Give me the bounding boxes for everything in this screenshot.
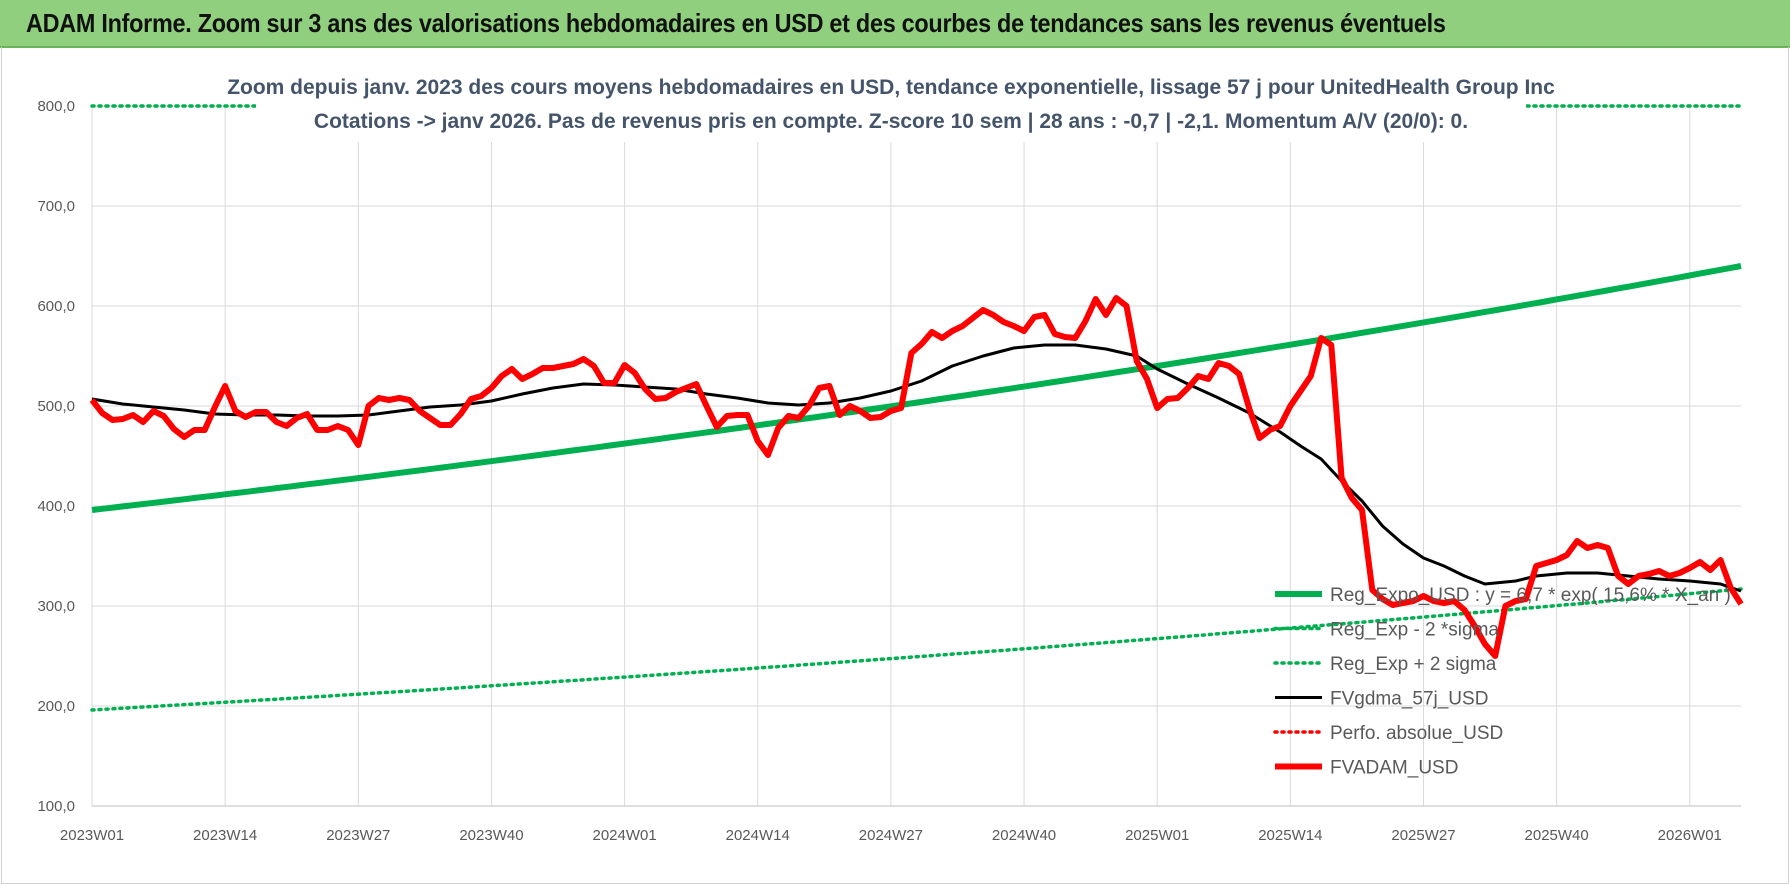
chart-frame [1,47,1789,884]
x-tick-label: 2024W27 [859,827,923,844]
y-tick-label: 600,0 [37,298,75,315]
x-tick-label: 2023W27 [326,827,390,844]
x-tick-label: 2024W40 [992,827,1056,844]
x-tick-label: 2023W40 [459,827,523,844]
y-tick-label: 200,0 [37,698,75,715]
y-tick-label: 800,0 [37,98,75,115]
chart-title-line-1: Zoom depuis janv. 2023 des cours moyens … [227,76,1555,99]
x-tick-label: 2025W01 [1125,827,1189,844]
series-line-0 [91,263,1742,513]
x-tick-label: 2024W01 [592,827,656,844]
chart-grid [91,105,1741,807]
chart-legend: Reg_Expo_USD : y = 6,7 * exp( 15,6% * X_… [1273,585,1731,779]
y-tick-label: 700,0 [37,198,75,215]
title-background [256,66,1526,142]
y-tick-label: 400,0 [37,498,75,515]
y-tick-label: 100,0 [37,798,75,815]
y-tick-label: 300,0 [37,598,75,615]
legend-label-4: Perfo. absolue_USD [1330,723,1503,744]
x-tick-label: 2026W01 [1658,827,1722,844]
x-tick-label: 2023W14 [193,827,257,844]
series-line-5 [89,295,1744,659]
legend-label-0: Reg_Expo_USD : y = 6,7 * exp( 15,6% * X_… [1330,585,1731,606]
report-title: ADAM Informe. Zoom sur 3 ans des valoris… [26,8,1446,38]
x-tick-label: 2025W40 [1525,827,1589,844]
x-tick-label: 2025W14 [1258,827,1322,844]
axis-labels: 100,0 200,0 300,0 400,0 500,0 600,0 700,0 800,0… [37,98,1721,844]
legend-label-3: FVgdma_57j_USD [1330,689,1488,710]
x-tick-label: 2024W14 [726,827,790,844]
chart-title: Zoom depuis janv. 2023 des cours moyens … [227,66,1555,142]
legend-label-2: Reg_Exp + 2 sigma [1330,654,1497,675]
legend-label-5: FVADAM_USD [1330,758,1458,779]
series-line-3 [91,343,1742,593]
chart-title-line-2: Cotations -> janv 2026. Pas de revenus p… [314,110,1468,133]
x-tick-label: 2023W01 [60,827,124,844]
y-tick-label: 500,0 [37,398,75,415]
report-banner: ADAM Informe. Zoom sur 3 ans des valoris… [0,0,1790,48]
x-tick-label: 2025W27 [1391,827,1455,844]
legend-label-1: Reg_Exp - 2 *sigma [1330,620,1499,641]
